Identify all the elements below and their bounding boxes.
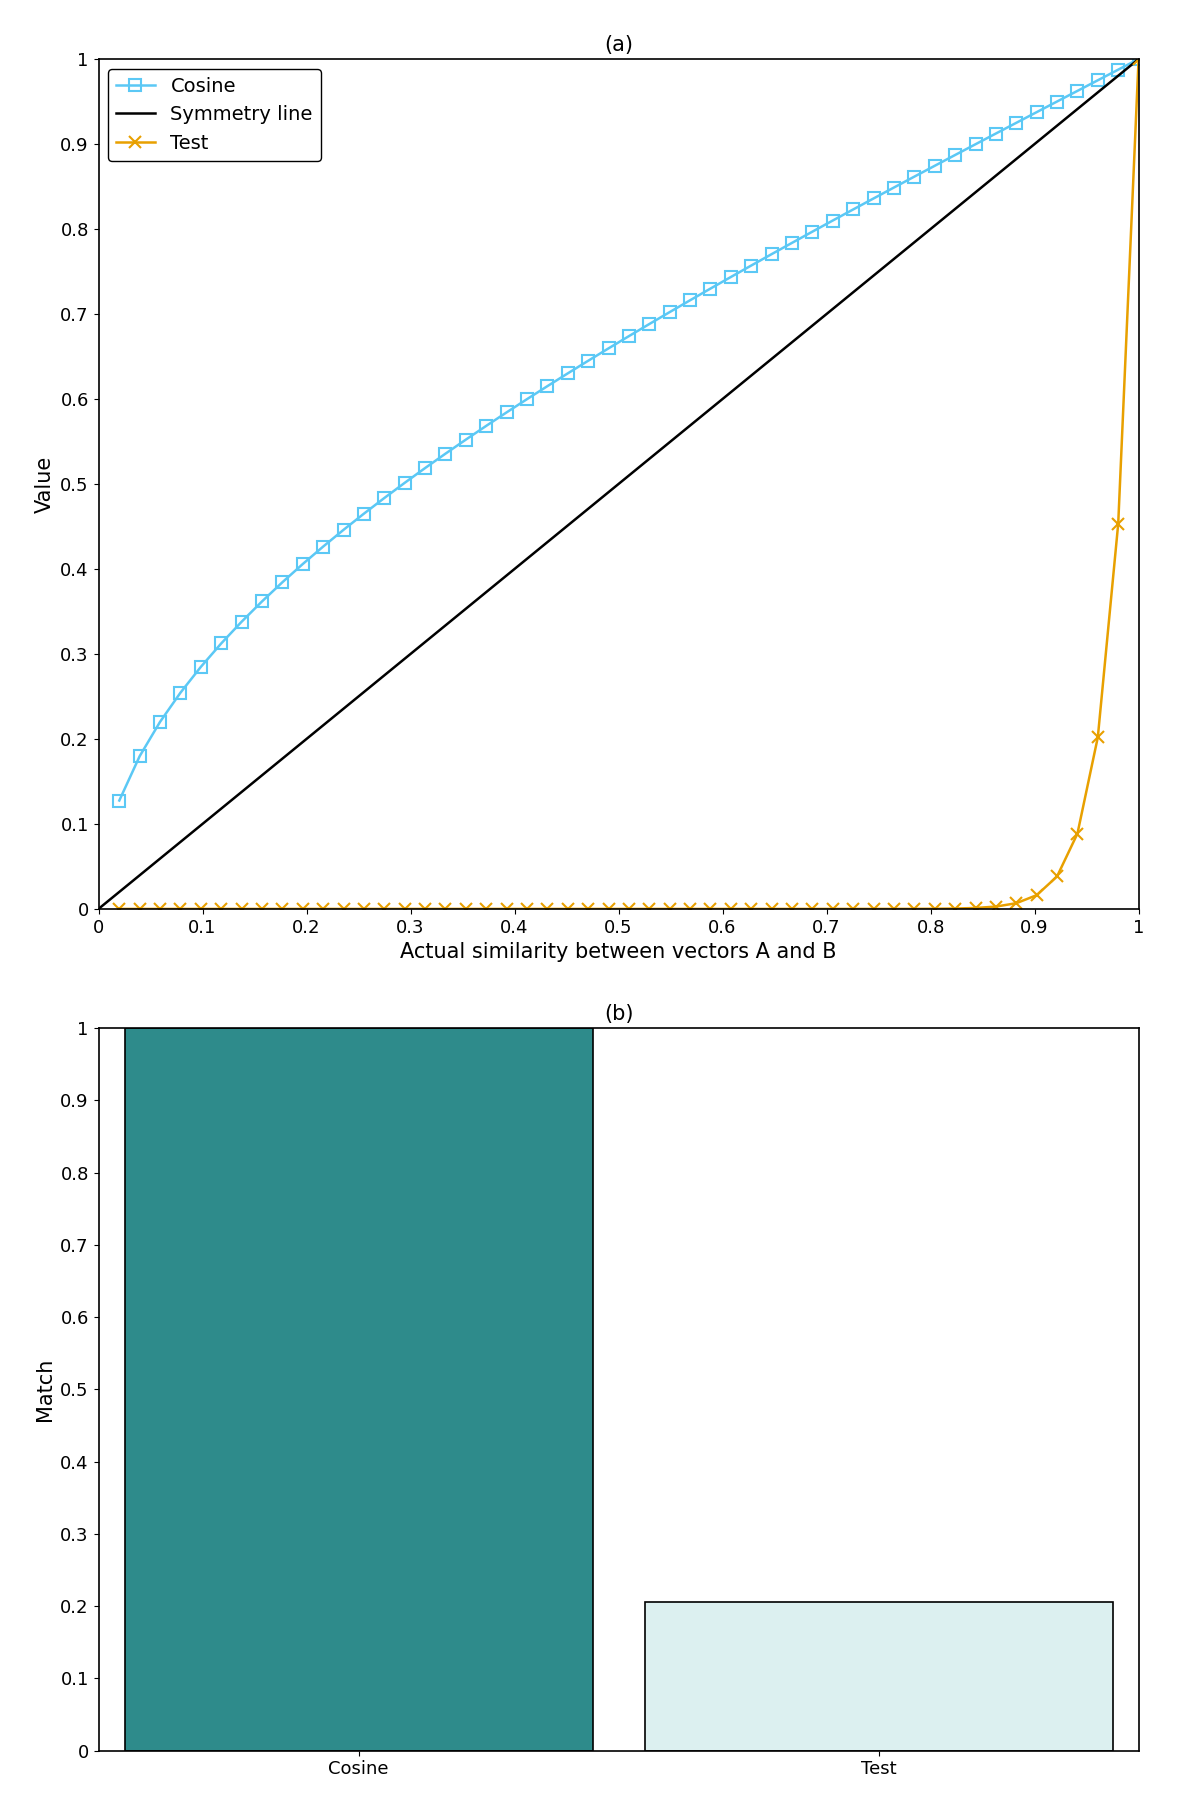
Cosine <box>847 199 861 221</box>
Symmetry line <box>92 897 106 919</box>
Line: Test: Test <box>113 53 1145 916</box>
Symmetry line <box>291 734 305 756</box>
Test <box>419 897 433 919</box>
Cosine <box>785 232 799 254</box>
Cosine <box>1132 49 1146 71</box>
Test <box>439 897 453 919</box>
Test <box>112 897 126 919</box>
Symmetry line <box>332 700 347 722</box>
Symmetry line <box>1132 49 1146 71</box>
Cosine <box>336 519 350 540</box>
Line: Cosine: Cosine <box>113 53 1145 807</box>
Cosine <box>439 442 453 464</box>
Cosine <box>419 457 433 479</box>
Test <box>1132 49 1146 71</box>
Test <box>847 897 861 919</box>
Y-axis label: Match: Match <box>34 1358 54 1421</box>
Line: Symmetry line: Symmetry line <box>99 60 1139 908</box>
Cosine <box>1111 58 1125 80</box>
X-axis label: Actual similarity between vectors A and B: Actual similarity between vectors A and … <box>401 943 837 963</box>
Y-axis label: Value: Value <box>34 455 54 513</box>
Cosine <box>112 790 126 812</box>
Title: (b): (b) <box>604 1004 633 1024</box>
Symmetry line <box>1079 91 1093 112</box>
Test <box>336 897 350 919</box>
Symmetry line <box>711 392 725 413</box>
Test <box>1111 513 1125 535</box>
Bar <box>645 1603 1113 1751</box>
Symmetry line <box>627 461 641 482</box>
Symmetry line <box>1047 116 1061 138</box>
Bar <box>125 1028 593 1751</box>
Legend: Cosine, Symmetry line, Test: Cosine, Symmetry line, Test <box>108 69 321 161</box>
Test <box>785 897 799 919</box>
Title: (a): (a) <box>604 34 633 54</box>
